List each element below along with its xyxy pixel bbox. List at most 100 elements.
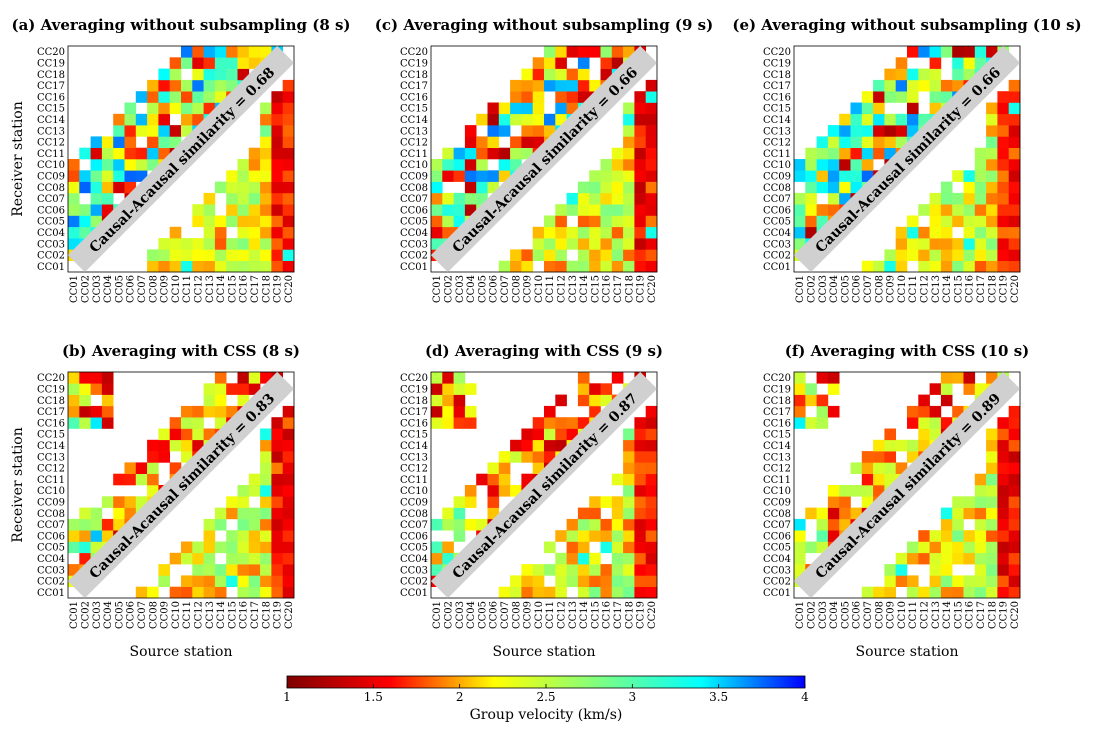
heatmap-cell — [282, 260, 295, 273]
heatmap-cell — [544, 113, 556, 126]
heatmap-cell — [431, 552, 443, 565]
heatmap-cell — [158, 125, 170, 137]
y-tick-label: CC01 — [763, 588, 791, 599]
heatmap-cell — [113, 125, 125, 137]
heatmap-cell — [918, 439, 930, 452]
heatmap-cell — [861, 260, 874, 273]
heatmap-cell — [940, 260, 953, 273]
x-tick-label: CC04 — [103, 601, 114, 629]
heatmap-cell — [192, 428, 204, 441]
colorbar: 1 1.5 2 2.5 3 3.5 4 Group velocity (km/s) — [283, 675, 809, 723]
heatmap-cell — [634, 260, 646, 273]
heatmap-cell — [645, 181, 658, 194]
heatmap-cell — [907, 226, 919, 239]
x-tick-label: CC20 — [647, 601, 658, 629]
heatmap-cell — [623, 159, 635, 171]
heatmap-cell — [907, 215, 919, 228]
heatmap-cell — [566, 530, 579, 542]
heatmap-cell — [68, 518, 80, 531]
heatmap-cell — [884, 79, 896, 92]
heatmap-cell — [101, 394, 114, 407]
heatmap-cell — [907, 575, 919, 587]
heatmap-cell — [169, 57, 182, 69]
heatmap-cell — [589, 192, 601, 205]
heatmap-cell — [895, 125, 908, 137]
heatmap-cell — [850, 170, 863, 182]
heatmap-cell — [464, 485, 477, 497]
heatmap-cell — [453, 372, 466, 384]
heatmap-cell — [940, 586, 953, 599]
x-tick-label: CC04 — [103, 275, 114, 303]
heatmap-cell — [1008, 102, 1021, 115]
heatmap-cell — [850, 113, 863, 126]
heatmap-cell — [600, 226, 613, 239]
x-tick-label: CC05 — [477, 601, 488, 629]
heatmap-cell — [986, 249, 998, 261]
heatmap-cell — [884, 564, 896, 576]
y-tick-label: CC10 — [37, 486, 65, 497]
heatmap-cell — [113, 136, 125, 148]
heatmap-cell — [645, 159, 658, 171]
x-tick-label: CC10 — [897, 601, 908, 629]
heatmap-cell — [555, 417, 567, 429]
heatmap-cell — [124, 181, 137, 194]
x-tick-label: CC09 — [523, 601, 534, 629]
heatmap-cell — [805, 383, 817, 395]
x-tick-label: CC18 — [624, 601, 635, 629]
heatmap-cell — [510, 136, 522, 148]
heatmap-cell — [181, 91, 193, 103]
heatmap-cell — [203, 79, 216, 92]
x-tick-label: CC16 — [602, 275, 613, 303]
heatmap-cell — [544, 57, 556, 69]
heatmap-cell — [453, 405, 466, 418]
heatmap-cell — [634, 507, 646, 520]
heatmap-cell — [940, 394, 953, 407]
heatmap-cell — [532, 113, 545, 126]
heatmap-cell — [805, 507, 817, 520]
heatmap-cell — [997, 496, 1009, 508]
heatmap-cell — [271, 136, 283, 148]
heatmap-cell — [805, 147, 817, 160]
y-tick-label: CC02 — [763, 251, 791, 262]
heatmap-cell — [510, 147, 522, 160]
heatmap-cell — [895, 575, 908, 587]
heatmap-cell — [794, 383, 806, 395]
heatmap-cell — [487, 102, 500, 115]
heatmap-cell — [929, 260, 942, 273]
heatmap-cell — [113, 507, 125, 520]
colorbar-tick-label: 3 — [629, 690, 637, 704]
x-tick-label: CC08 — [874, 275, 885, 303]
heatmap-cell — [884, 91, 896, 103]
heatmap-cell — [544, 125, 556, 137]
y-tick-label: CC16 — [763, 92, 791, 103]
y-tick-label: CC20 — [763, 47, 791, 58]
heatmap-cell — [918, 249, 930, 261]
heatmap-cell — [907, 68, 919, 81]
heatmap-cell — [169, 428, 182, 441]
heatmap-cell — [623, 530, 635, 542]
x-tick-label: CC13 — [931, 601, 942, 629]
heatmap-cell — [918, 46, 930, 58]
heatmap-cell — [237, 541, 250, 554]
heatmap-cell — [997, 181, 1009, 194]
heatmap-cell — [237, 249, 250, 261]
heatmap-cell — [79, 181, 91, 194]
heatmap-cell — [282, 462, 295, 474]
heatmap-cell — [248, 226, 261, 239]
y-tick-label: CC11 — [763, 475, 791, 486]
heatmap-cell — [805, 204, 817, 216]
x-tick-label: CC05 — [477, 275, 488, 303]
heatmap-cell — [532, 91, 545, 103]
heatmap-cell — [498, 451, 511, 463]
heatmap-cell — [940, 238, 953, 250]
heatmap-cell — [90, 192, 103, 205]
heatmap-cell — [918, 204, 930, 216]
heatmap-cell — [442, 552, 454, 565]
heatmap-cell — [510, 249, 522, 261]
x-tick-label: CC04 — [466, 601, 477, 629]
heatmap-cell — [577, 564, 590, 576]
heatmap-cell — [986, 226, 998, 239]
x-tick-label: CC01 — [432, 601, 443, 629]
heatmap-cell — [192, 238, 204, 250]
heatmap-cell — [101, 417, 114, 429]
